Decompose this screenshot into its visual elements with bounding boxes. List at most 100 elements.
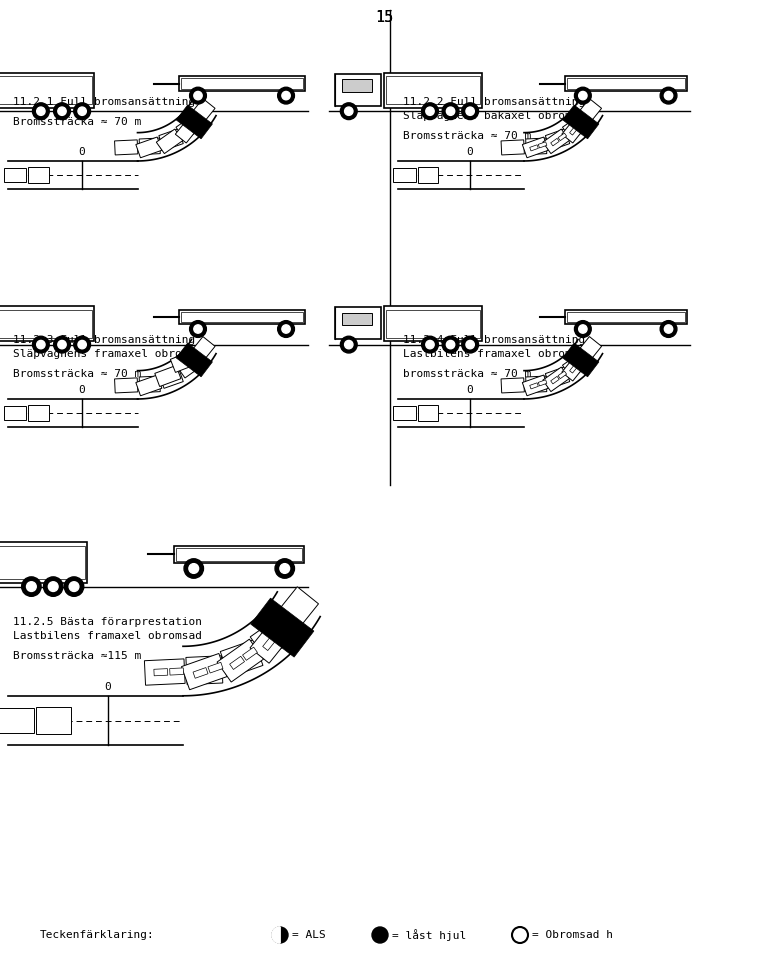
Bar — [28, 405, 48, 420]
Text: 15: 15 — [375, 10, 393, 25]
Wedge shape — [272, 927, 280, 943]
Bar — [386, 76, 480, 105]
Bar — [545, 367, 570, 389]
Text: 11.2.4 Full bromsansättning: 11.2.4 Full bromsansättning — [403, 335, 585, 346]
Bar — [575, 120, 583, 128]
Bar — [175, 116, 200, 143]
Bar — [4, 168, 26, 182]
Circle shape — [574, 321, 591, 337]
Bar — [177, 343, 213, 377]
Circle shape — [44, 577, 63, 596]
Text: Bromssträcka ≈ 70 m: Bromssträcka ≈ 70 m — [13, 117, 141, 128]
Circle shape — [282, 324, 290, 333]
Text: 0: 0 — [78, 147, 85, 157]
Circle shape — [422, 336, 439, 353]
Bar — [418, 167, 439, 183]
Bar — [501, 378, 525, 393]
Circle shape — [78, 341, 86, 348]
Bar — [543, 367, 569, 392]
Bar — [538, 380, 547, 386]
Bar — [562, 116, 587, 143]
Bar — [530, 145, 538, 151]
Bar — [577, 99, 601, 124]
Bar — [181, 79, 303, 88]
Bar — [139, 376, 161, 393]
Circle shape — [660, 321, 677, 337]
Bar — [174, 546, 304, 563]
Bar — [181, 312, 303, 322]
Text: Släpvagnens framaxel obroms.: Släpvagnens framaxel obroms. — [13, 349, 202, 359]
Bar — [525, 376, 547, 393]
Circle shape — [272, 927, 288, 943]
Bar — [190, 337, 215, 362]
Bar — [575, 357, 583, 366]
Text: Lastbilens framaxel obromsad: Lastbilens framaxel obromsad — [403, 349, 592, 359]
Text: Lastbilens framaxel obromsad: Lastbilens framaxel obromsad — [13, 632, 202, 641]
Text: 0: 0 — [467, 385, 473, 395]
Bar — [0, 309, 92, 338]
Bar — [208, 662, 223, 673]
Text: 11.2.1 Full bromsansättning: 11.2.1 Full bromsansättning — [13, 97, 195, 108]
Bar — [263, 636, 276, 651]
Bar — [186, 656, 223, 684]
Circle shape — [446, 107, 455, 115]
Circle shape — [578, 324, 587, 333]
Bar — [193, 667, 208, 679]
Bar — [577, 337, 601, 362]
Circle shape — [190, 87, 207, 104]
Circle shape — [660, 87, 677, 104]
Bar — [545, 129, 570, 151]
Bar — [335, 74, 381, 106]
Bar — [28, 167, 48, 183]
Circle shape — [462, 336, 478, 353]
Bar — [538, 142, 547, 148]
Circle shape — [425, 341, 434, 348]
Bar — [0, 708, 34, 732]
Bar — [570, 365, 578, 373]
Bar — [250, 616, 295, 660]
Text: 11.2.3 Full bromsansättning: 11.2.3 Full bromsansättning — [13, 335, 195, 346]
Bar — [0, 546, 84, 579]
Circle shape — [54, 103, 71, 120]
Bar — [35, 707, 71, 734]
Bar — [230, 657, 244, 669]
Bar — [155, 366, 181, 387]
Text: 0: 0 — [104, 682, 111, 692]
Text: 11.2.5 Bästa förarprestation: 11.2.5 Bästa förarprestation — [13, 617, 202, 627]
Bar — [386, 309, 480, 338]
Bar — [4, 406, 26, 420]
Bar — [154, 669, 167, 676]
Bar — [159, 367, 184, 389]
Circle shape — [69, 582, 79, 591]
Bar — [384, 306, 482, 342]
Bar — [159, 129, 184, 151]
Bar — [139, 138, 161, 155]
Bar — [176, 115, 202, 140]
Circle shape — [58, 107, 66, 115]
Bar — [0, 73, 94, 108]
Bar — [530, 383, 538, 389]
Circle shape — [425, 107, 434, 115]
Circle shape — [574, 87, 591, 104]
Text: = ALS: = ALS — [292, 930, 326, 940]
Bar — [181, 654, 227, 689]
Circle shape — [194, 91, 202, 100]
Text: Bromssträcka ≈ 70 m: Bromssträcka ≈ 70 m — [13, 370, 141, 379]
Bar — [251, 598, 314, 657]
Circle shape — [340, 103, 357, 120]
Circle shape — [442, 336, 459, 353]
Circle shape — [78, 107, 86, 115]
Bar — [562, 354, 587, 381]
Circle shape — [340, 336, 357, 353]
Text: Bromssträcka ≈115 m: Bromssträcka ≈115 m — [13, 651, 141, 661]
Circle shape — [22, 577, 41, 596]
Bar — [177, 105, 213, 139]
Bar — [501, 140, 525, 155]
Text: = låst hjul: = låst hjul — [392, 929, 466, 941]
Bar — [564, 310, 687, 324]
Bar — [393, 406, 415, 420]
Circle shape — [27, 582, 36, 591]
Bar — [220, 639, 263, 677]
Bar — [170, 351, 197, 372]
Circle shape — [48, 582, 58, 591]
